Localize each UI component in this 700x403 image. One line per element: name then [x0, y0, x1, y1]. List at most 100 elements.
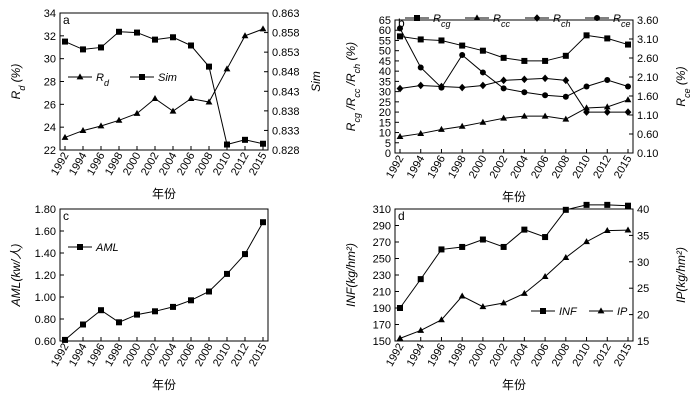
data-point-R_cc: [479, 118, 487, 125]
data-point-R_cc: [603, 103, 611, 110]
y-right-tick-label: 3.60: [637, 15, 658, 27]
x-tick-label: 1998: [446, 342, 469, 369]
y-tick-label: 150: [373, 336, 391, 348]
x-tick-label: 1998: [103, 151, 126, 178]
y-right-tick-label: 0.843: [272, 86, 300, 98]
y-right-tick-label: 1.10: [637, 110, 658, 122]
legend-marker-INF: [540, 308, 546, 314]
legend-marker-R_ce: [594, 15, 600, 21]
data-point-R_cc: [417, 129, 425, 136]
x-tick-label: 1996: [425, 154, 448, 181]
x-tick-label: 2002: [139, 151, 162, 178]
series-line-INF: [399, 204, 629, 309]
y-axis-label: INF(kg/hm²): [344, 243, 358, 307]
data-point-R_d: [259, 25, 267, 32]
x-tick-label: 1998: [446, 154, 469, 181]
y-tick-label: 26: [44, 99, 56, 111]
data-point-AML: [206, 288, 212, 295]
y-tick-label: 24: [44, 122, 56, 134]
x-tick-label: 2000: [467, 342, 490, 369]
legend-label-R_ce: Rce: [613, 13, 630, 29]
legend-marker-R_cg: [414, 15, 420, 21]
data-point-INF: [438, 246, 445, 253]
data-point-R_d: [241, 32, 249, 39]
data-point-R_cc: [438, 125, 445, 132]
data-point-IP: [500, 299, 508, 306]
y-tick-label: 1.60: [35, 226, 56, 238]
data-point-R_cg: [562, 52, 569, 59]
data-point-Sim: [224, 141, 230, 148]
x-tick-label: 1994: [67, 151, 90, 178]
data-point-INF: [417, 276, 424, 283]
y-tick-label: 1.40: [35, 248, 56, 260]
legend-label-R_d: Rd: [96, 72, 110, 88]
data-point-AML: [134, 311, 140, 318]
y-right-tick-label: 3.10: [637, 34, 658, 46]
data-point-R_d: [151, 95, 159, 102]
y-right-tick-label: 0.828: [272, 145, 300, 157]
y-tick-label: 40: [379, 66, 391, 78]
x-tick-label: 2002: [488, 154, 511, 181]
x-axis-label: 年份: [152, 378, 176, 392]
data-point-AML: [62, 336, 68, 343]
x-tick-label: 1994: [405, 342, 428, 369]
data-point-R_ce: [604, 77, 611, 84]
y-axis-label: AML(kw/人): [9, 244, 23, 308]
y-right-tick-label: 0.863: [272, 8, 300, 20]
x-tick-label: 1994: [67, 342, 90, 369]
x-tick-label: 2002: [488, 342, 511, 369]
series-line-AML: [64, 221, 264, 341]
x-tick-label: 2010: [211, 342, 234, 369]
x-tick-label: 2006: [529, 154, 552, 181]
data-point-R_cg: [521, 57, 528, 64]
data-point-AML: [188, 297, 194, 304]
data-point-IP: [603, 227, 611, 234]
legend-marker-R_cc: [473, 14, 481, 21]
x-tick-label: 2010: [211, 151, 234, 178]
data-point-R_d: [223, 65, 231, 72]
data-point-R_cg: [438, 37, 445, 44]
data-point-R_ce: [397, 25, 403, 32]
y-right-tick-label: 25: [637, 283, 649, 295]
data-point-R_ce: [500, 85, 507, 92]
y-tick-label: 0: [385, 148, 391, 160]
data-point-R_cg: [542, 57, 549, 64]
data-point-R_ce: [521, 89, 528, 96]
data-point-Sim: [152, 36, 158, 43]
data-point-R_ce: [417, 64, 424, 71]
data-point-R_d: [205, 98, 213, 105]
data-point-R_ch: [624, 108, 632, 116]
data-point-R_ch: [583, 108, 590, 116]
y-tick-label: 35: [379, 76, 391, 88]
x-tick-label: 2012: [591, 154, 614, 181]
data-point-AML: [170, 303, 176, 310]
data-point-R_ch: [520, 75, 528, 84]
chart-panel-d: 150 170 190 210 230 250 270 290 310 15 20 25 30 35 40 1…: [344, 201, 688, 392]
data-point-AML: [98, 307, 104, 314]
data-point-R_ch: [603, 108, 611, 116]
data-point-AML: [152, 308, 158, 315]
legend-label-IP: IP: [617, 306, 628, 318]
x-axis-label: 年份: [152, 187, 176, 201]
data-point-IP: [624, 226, 632, 233]
x-tick-label: 2004: [508, 342, 531, 369]
y-tick-label: 210: [373, 287, 391, 299]
x-tick-label: 2006: [175, 151, 198, 178]
data-point-IP: [541, 272, 549, 279]
legend-label-R_ch: Rch: [553, 13, 570, 29]
series-line-R_d: [64, 28, 264, 138]
data-point-AML: [116, 319, 122, 326]
data-point-R_cc: [396, 133, 404, 140]
data-point-R_d: [97, 122, 105, 129]
y-tick-label: 230: [373, 270, 391, 282]
data-point-Sim: [80, 46, 86, 53]
data-point-R_d: [79, 126, 87, 133]
y-right-tick-label: 0.848: [272, 67, 300, 79]
data-point-R_ce: [459, 51, 466, 58]
legend-label-AML: AML: [95, 242, 119, 254]
data-point-INF: [459, 243, 466, 250]
y-right-axis-label: Sim: [309, 71, 323, 92]
legend-label-R_cc: Rcc: [493, 13, 510, 29]
data-point-INF: [625, 202, 631, 209]
x-tick-label: 2010: [571, 342, 594, 369]
